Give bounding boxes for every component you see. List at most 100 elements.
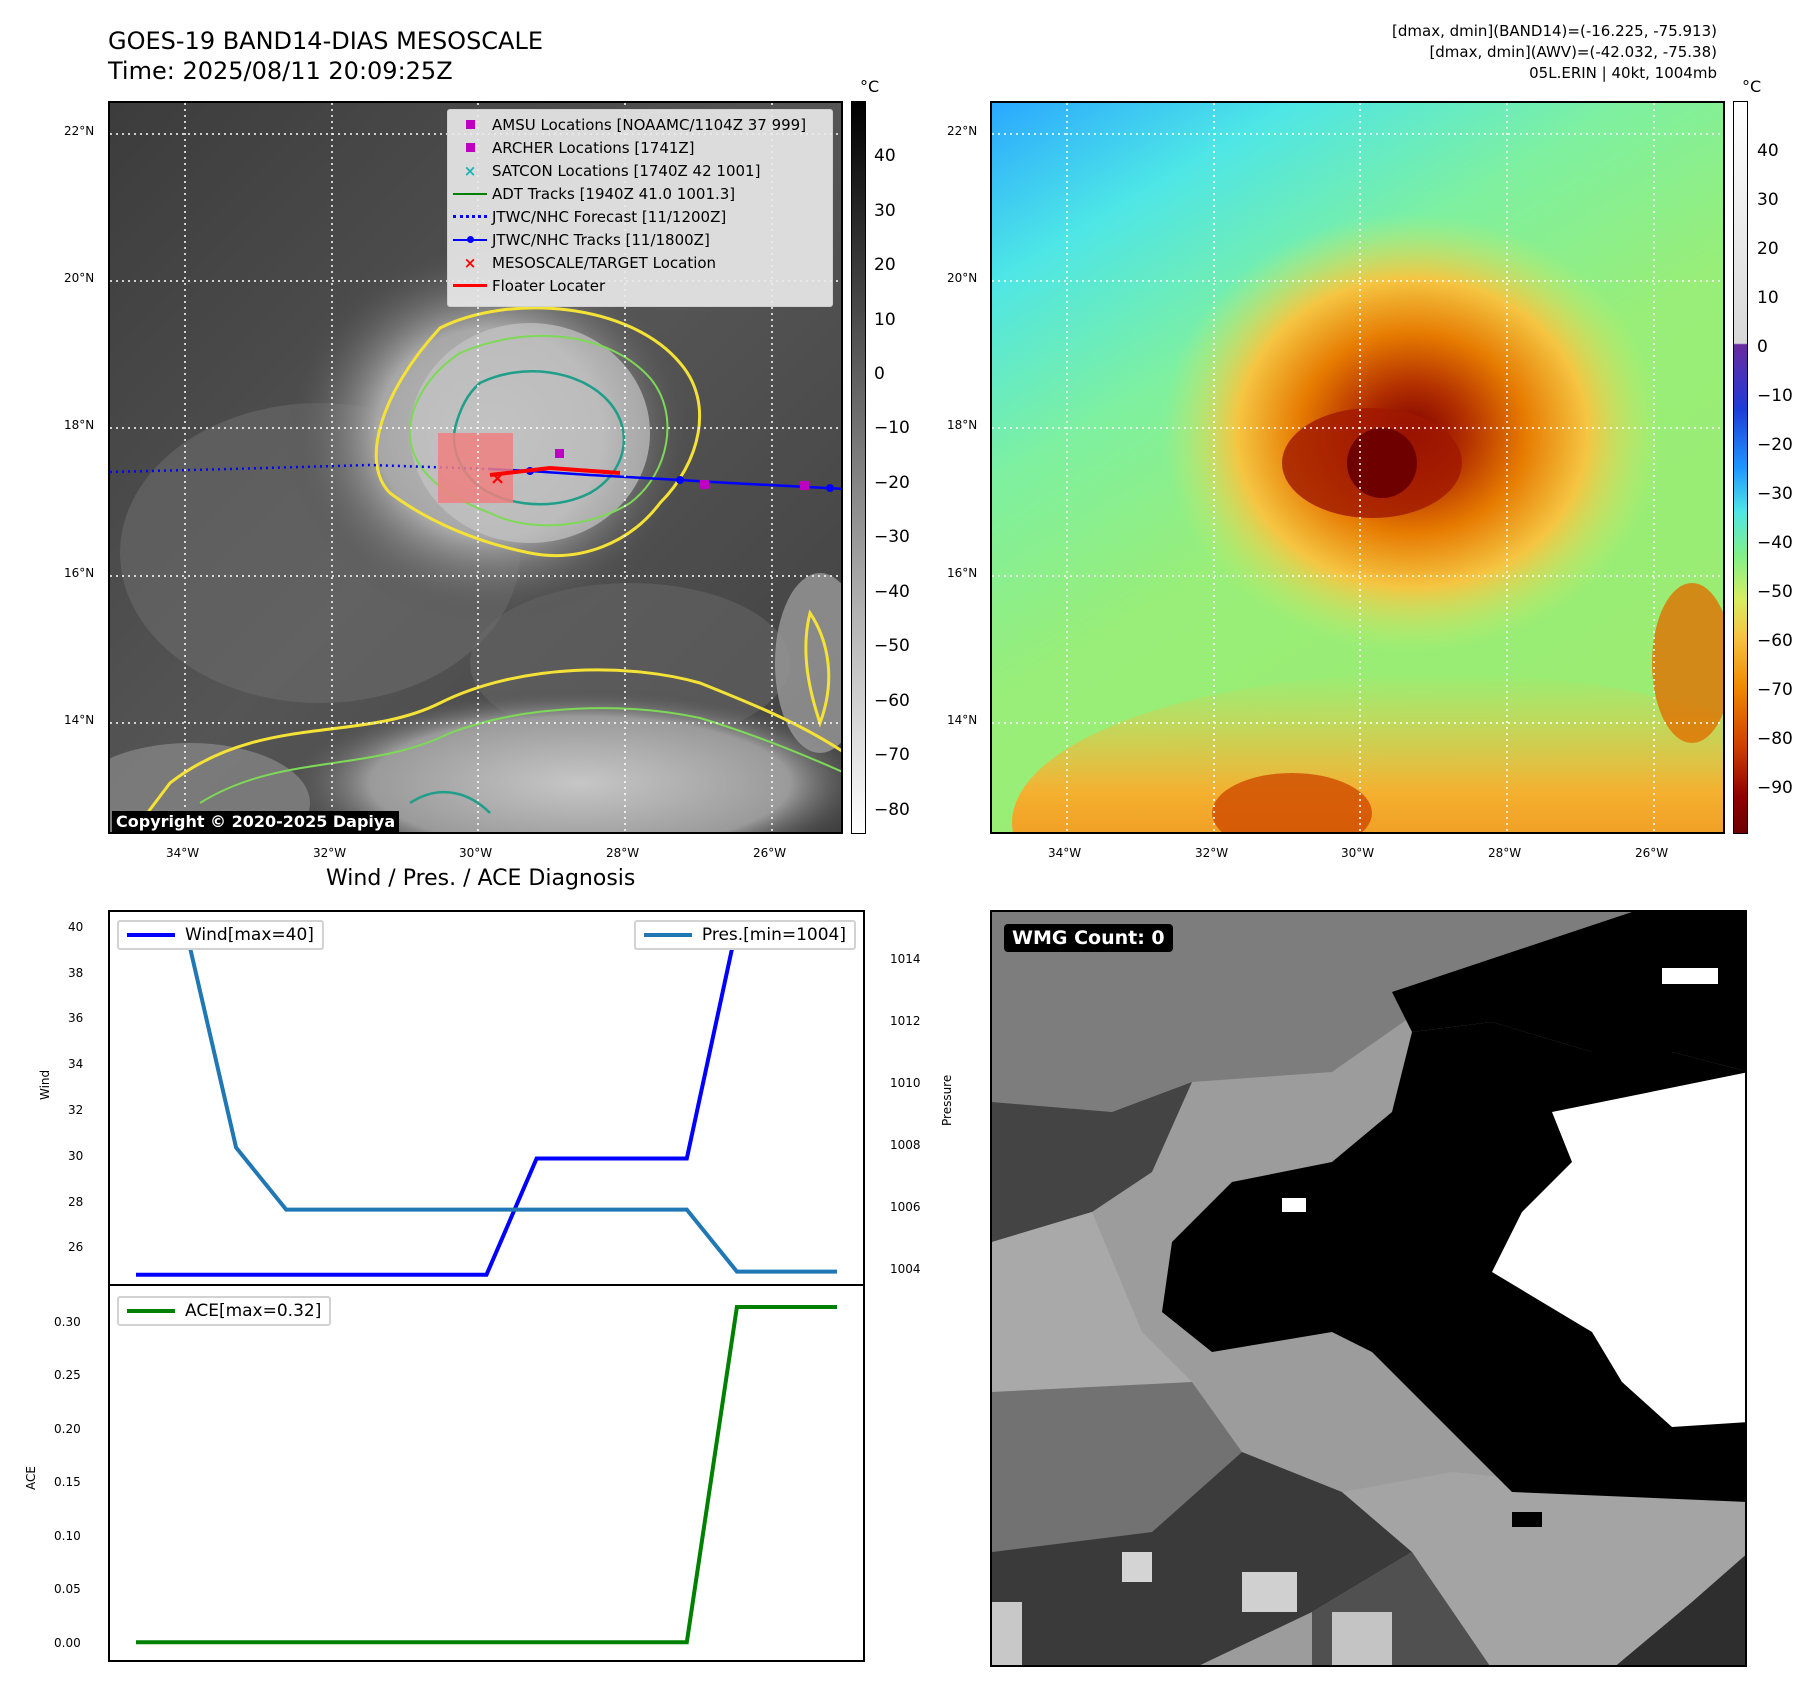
wind-tick: 26 (68, 1240, 84, 1254)
lon-tick: 26°W (753, 846, 787, 860)
colorbar-tick: −60 (874, 691, 910, 711)
wind-pressure-panel: Wind[max=40] Pres.[min=1004] (108, 910, 865, 1286)
colorbar-tick: −70 (874, 745, 910, 765)
pres-tick: 1006 (890, 1200, 921, 1214)
colorbar-tick: 20 (874, 255, 896, 275)
colorbar-tick: 10 (874, 310, 896, 330)
legend-tracks: JTWC/NHC Tracks [11/1800Z] (448, 228, 832, 251)
lon-tick: 26°W (1635, 846, 1669, 860)
colorbar-tick: −30 (1757, 484, 1793, 504)
svg-text:×: × (490, 468, 505, 489)
colorbar-tick: −20 (874, 473, 910, 493)
lat-tick: 16°N (64, 566, 95, 580)
pres-tick: 1014 (890, 952, 921, 966)
pres-axis-label: Pressure (940, 1074, 954, 1126)
lon-tick: 34°W (1048, 846, 1082, 860)
ace-tick: 0.10 (54, 1529, 81, 1543)
lat-tick: 20°N (64, 271, 95, 285)
wind-tick: 36 (68, 1011, 84, 1025)
pres-legend-line (643, 933, 692, 937)
ace-tick: 0.25 (54, 1368, 81, 1382)
legend-floater: Floater Locater (448, 274, 832, 297)
colorbar-tick: −40 (874, 582, 910, 602)
wind-tick: 34 (68, 1057, 84, 1071)
colorbar-unit: °C (860, 77, 880, 96)
pres-tick: 1008 (890, 1138, 921, 1152)
ace-legend-line (127, 1309, 175, 1313)
ace-plot (108, 1284, 865, 1662)
wmg-count-badge: WMG Count: 0 (1004, 924, 1173, 952)
lon-tick: 28°W (1488, 846, 1522, 860)
colorbar-tick: −20 (1757, 435, 1793, 455)
colorbar-tick: −10 (874, 418, 910, 438)
figure-time: Time: 2025/08/11 20:09:25Z (108, 57, 453, 85)
lon-tick: 30°W (1341, 846, 1375, 860)
lat-tick: 18°N (64, 418, 95, 432)
wind-series-line (136, 924, 837, 1277)
awv-map-panel (990, 101, 1725, 834)
pres-tick: 1010 (890, 1076, 921, 1090)
legend-archer: ARCHER Locations [1741Z] (448, 136, 832, 159)
ir-colorbar (851, 101, 866, 834)
ace-tick: 0.15 (54, 1475, 81, 1489)
figure-title: GOES-19 BAND14-DIAS MESOSCALE (108, 27, 544, 55)
awv-colorbar (1733, 101, 1748, 834)
ace-tick: 0.20 (54, 1422, 81, 1436)
ace-tick: 0.00 (54, 1636, 81, 1650)
colorbar-tick: 0 (1757, 337, 1768, 357)
info-storm: 05L.ERIN | 40kt, 1004mb (1529, 64, 1717, 82)
wmg-panel: WMG Count: 0 (990, 910, 1747, 1667)
colorbar-tick: −70 (1757, 680, 1793, 700)
colorbar-tick: 30 (1757, 190, 1779, 210)
map-legend: AMSU Locations [NOAAMC/1104Z 37 999] ARC… (447, 109, 833, 307)
legend-forecast: JTWC/NHC Forecast [11/1200Z] (448, 205, 832, 228)
wind-tick: 38 (68, 966, 84, 980)
lat-tick: 14°N (947, 713, 978, 727)
wind-pressure-plot (108, 910, 865, 1286)
lon-tick: 28°W (606, 846, 640, 860)
wind-legend: Wind[max=40] (117, 920, 324, 950)
colorbar-unit: °C (1742, 77, 1762, 96)
lon-tick: 34°W (166, 846, 200, 860)
colorbar-tick: 10 (1757, 288, 1779, 308)
wind-tick: 30 (68, 1149, 84, 1163)
colorbar-tick: 40 (874, 146, 896, 166)
colorbar-tick: −50 (874, 636, 910, 656)
wmg-image (992, 912, 1745, 1665)
lat-tick: 16°N (947, 566, 978, 580)
pressure-series-line (136, 928, 837, 1274)
wind-tick: 32 (68, 1103, 84, 1117)
pres-legend: Pres.[min=1004] (633, 920, 856, 950)
copyright: Copyright © 2020-2025 Dapiya (112, 811, 400, 832)
colorbar-tick: −90 (1757, 778, 1793, 798)
lat-tick: 22°N (947, 124, 978, 138)
diagnosis-title: Wind / Pres. / ACE Diagnosis (326, 866, 636, 891)
legend-amsu: AMSU Locations [NOAAMC/1104Z 37 999] (448, 113, 832, 136)
colorbar-tick: −80 (874, 800, 910, 820)
lat-tick: 22°N (64, 124, 95, 138)
lat-tick: 20°N (947, 271, 978, 285)
colorbar-tick: −40 (1757, 533, 1793, 553)
colorbar-tick: −10 (1757, 386, 1793, 406)
wind-tick: 40 (68, 920, 84, 934)
colorbar-tick: −30 (874, 527, 910, 547)
ace-panel: ACE[max=0.32] (108, 1284, 865, 1662)
legend-satcon: × SATCON Locations [1740Z 42 1001] (463, 161, 761, 180)
lon-tick: 30°W (459, 846, 493, 860)
lat-tick: 14°N (64, 713, 95, 727)
colorbar-tick: −50 (1757, 582, 1793, 602)
colorbar-tick: −80 (1757, 729, 1793, 749)
wind-axis-label: Wind (38, 1069, 52, 1100)
ace-tick: 0.30 (54, 1315, 81, 1329)
ace-tick: 0.05 (54, 1582, 81, 1596)
lat-tick: 18°N (947, 418, 978, 432)
colorbar-tick: 30 (874, 201, 896, 221)
ace-series-line (136, 1305, 837, 1645)
info-band14: [dmax, dmin](BAND14)=(-16.225, -75.913) (1392, 22, 1717, 40)
colorbar-tick: −60 (1757, 631, 1793, 651)
ir-map-panel: × AMSU Locations [NOAAMC/1104Z 37 999] A… (108, 101, 843, 834)
pres-tick: 1012 (890, 1014, 921, 1028)
lon-tick: 32°W (1195, 846, 1229, 860)
ace-axis-label: ACE (24, 1466, 38, 1490)
pres-tick: 1004 (890, 1262, 921, 1276)
